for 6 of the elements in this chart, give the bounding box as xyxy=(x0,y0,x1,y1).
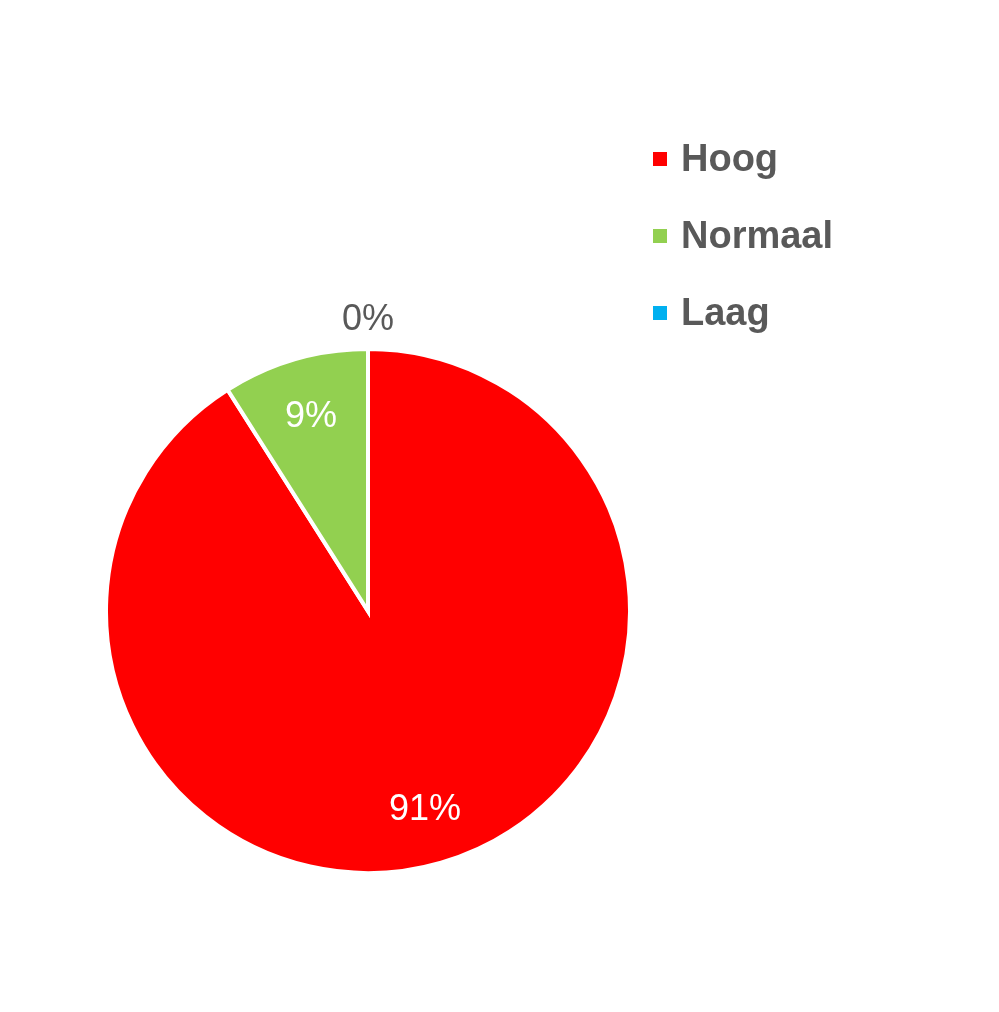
data-label: 9% xyxy=(284,394,337,436)
text: 0% xyxy=(341,296,395,338)
data-label: 91% xyxy=(388,786,462,828)
legend-label: Laag xyxy=(681,291,770,334)
legend-label: Normaal xyxy=(681,214,834,257)
legend-label: Hoog xyxy=(681,137,779,180)
